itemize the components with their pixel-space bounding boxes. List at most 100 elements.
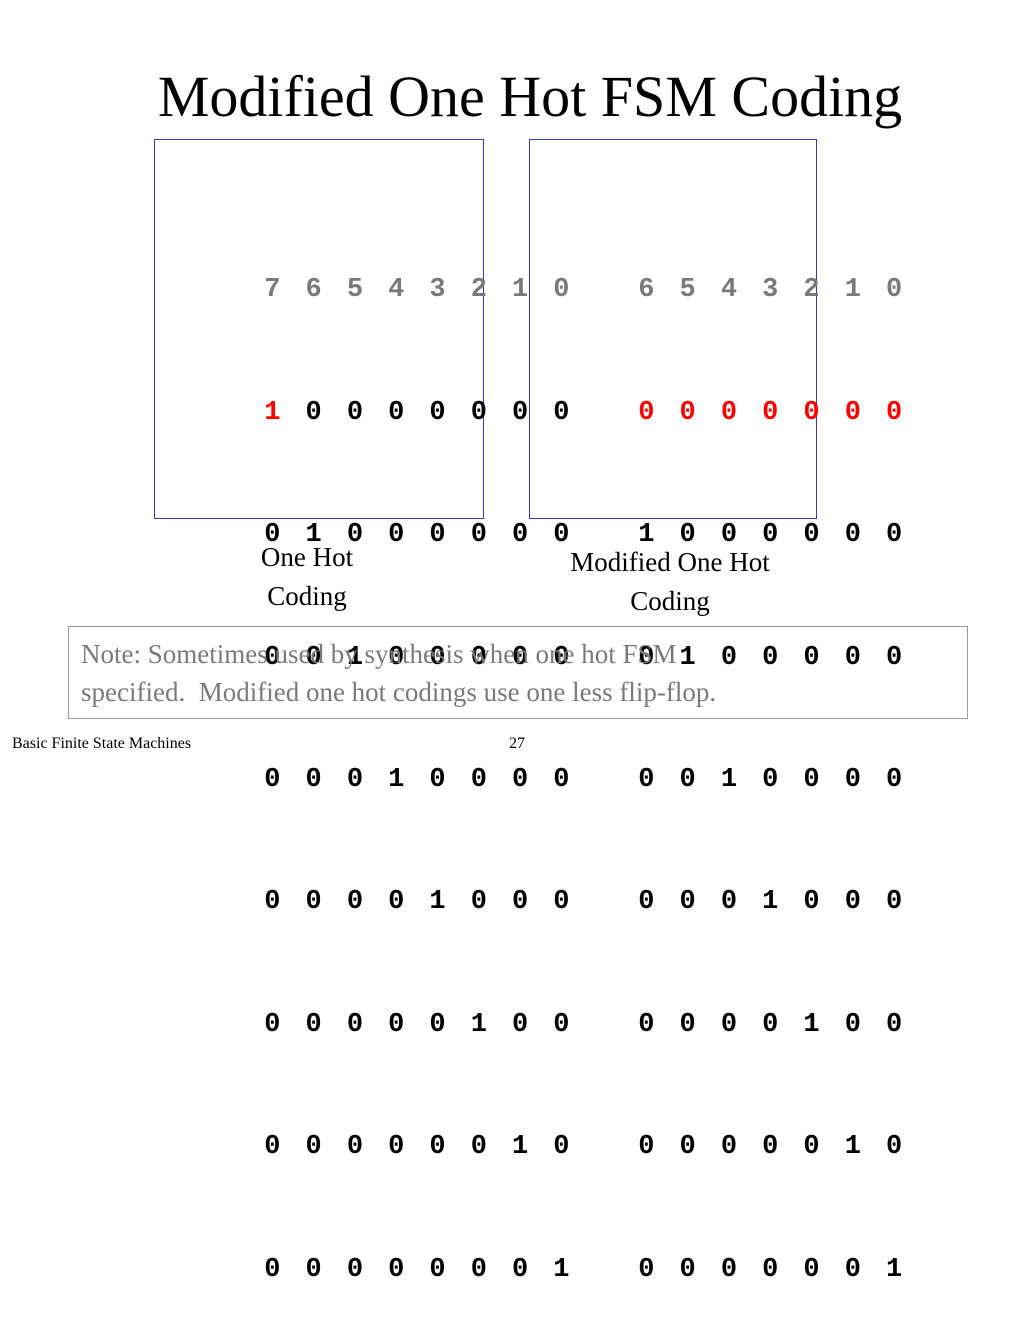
one-hot-cell: 0 <box>305 764 322 795</box>
one-hot-bit-header: 5 <box>346 275 364 306</box>
one-hot-cell: 0 <box>512 520 529 551</box>
page-number: 27 <box>509 735 525 752</box>
modified-one-hot-cell: 1 <box>886 1254 903 1285</box>
modified-one-hot-cell: 0 <box>803 1132 820 1163</box>
modified-one-hot-cell: 0 <box>638 397 655 428</box>
one-hot-caption-line: One Hot <box>260 542 354 572</box>
one-hot-cell: 0 <box>429 1132 446 1163</box>
one-hot-bit-header: 3 <box>429 275 446 306</box>
one-hot-cell: 0 <box>553 520 570 551</box>
footer-title: Basic Finite State Machines <box>12 735 192 752</box>
one-hot-cell: 0 <box>388 1009 405 1040</box>
modified-one-hot-cell: 0 <box>844 1009 861 1040</box>
one-hot-cell: 0 <box>388 1254 405 1285</box>
modified-one-hot-bit-header: 3 <box>762 275 779 306</box>
modified-one-hot-cell: 0 <box>638 887 655 918</box>
modified-one-hot-cell: 0 <box>679 1132 696 1163</box>
one-hot-cell: 0 <box>388 397 405 428</box>
one-hot-bit-header: 6 <box>305 275 322 306</box>
modified-one-hot-cell: 0 <box>886 1132 903 1163</box>
modified-one-hot-cell: 0 <box>803 397 820 428</box>
one-hot-cell: 0 <box>388 887 405 918</box>
one-hot-cell: 0 <box>470 397 487 428</box>
one-hot-cell: 0 <box>264 1254 281 1285</box>
modified-one-hot-cell: 0 <box>762 520 779 551</box>
one-hot-cell: 0 <box>346 397 364 428</box>
one-hot-cell: 1 <box>305 520 322 551</box>
modified-one-hot-cell: 0 <box>803 642 820 673</box>
one-hot-cell: 0 <box>264 642 281 673</box>
one-hot-caption-line: Coding <box>267 581 347 611</box>
modified-one-hot-cell: 1 <box>844 1132 861 1163</box>
modified-one-hot-bit-header: 5 <box>679 275 696 306</box>
modified-one-hot-caption-line: Modified One Hot <box>570 547 770 577</box>
one-hot-cell: 0 <box>305 1132 322 1163</box>
modified-one-hot-cell: 0 <box>720 397 738 428</box>
one-hot-cell: 0 <box>429 397 446 428</box>
note-line: Note: Sometimes used by synthesis when o… <box>81 639 677 669</box>
modified-one-hot-cell: 0 <box>762 764 779 795</box>
modified-one-hot-cell: 0 <box>762 1254 779 1285</box>
one-hot-cell: 0 <box>470 520 487 551</box>
modified-one-hot-cell: 1 <box>720 764 738 795</box>
one-hot-bit-header: 4 <box>388 275 405 306</box>
modified-one-hot-cell: 0 <box>638 1009 655 1040</box>
modified-one-hot-cell: 0 <box>886 642 903 673</box>
modified-one-hot-cell: 0 <box>762 642 779 673</box>
modified-one-hot-cell: 1 <box>679 642 696 673</box>
modified-one-hot-cell: 1 <box>762 887 779 918</box>
one-hot-cell: 0 <box>305 397 322 428</box>
modified-one-hot-cell: 0 <box>762 1132 779 1163</box>
modified-one-hot-bit-header: 0 <box>886 275 903 306</box>
note-box: Note: Sometimes used by synthesis when o… <box>68 626 968 719</box>
one-hot-cell: 1 <box>429 887 446 918</box>
modified-one-hot-cell: 0 <box>844 887 861 918</box>
modified-one-hot-cell: 0 <box>679 1254 696 1285</box>
modified-one-hot-cell: 0 <box>762 1009 779 1040</box>
modified-one-hot-cell: 0 <box>679 1009 696 1040</box>
modified-one-hot-bit-header: 6 <box>638 275 655 306</box>
one-hot-cell: 0 <box>553 397 570 428</box>
one-hot-cell: 0 <box>470 1132 487 1163</box>
one-hot-bit-header: 1 <box>512 275 529 306</box>
one-hot-cell: 0 <box>429 1254 446 1285</box>
modified-one-hot-cell: 0 <box>886 887 903 918</box>
modified-one-hot-cell: 0 <box>720 520 738 551</box>
modified-one-hot-cell: 0 <box>638 764 655 795</box>
modified-one-hot-cell: 0 <box>803 1254 820 1285</box>
modified-one-hot-bit-header: 1 <box>844 275 861 306</box>
modified-one-hot-cell: 0 <box>638 642 655 673</box>
one-hot-cell: 0 <box>305 1254 322 1285</box>
one-hot-cell: 0 <box>264 887 281 918</box>
one-hot-cell: 0 <box>346 520 364 551</box>
modified-one-hot-cell: 0 <box>844 1254 861 1285</box>
one-hot-cell: 0 <box>470 764 487 795</box>
modified-one-hot-cell: 0 <box>762 397 779 428</box>
modified-one-hot-cell: 0 <box>679 520 696 551</box>
modified-one-hot-cell: 0 <box>803 520 820 551</box>
one-hot-cell: 0 <box>346 1254 364 1285</box>
one-hot-cell: 0 <box>305 887 322 918</box>
one-hot-cell: 0 <box>346 1009 364 1040</box>
modified-one-hot-cell: 0 <box>844 520 861 551</box>
one-hot-cell: 1 <box>346 642 364 673</box>
one-hot-cell: 0 <box>512 642 529 673</box>
one-hot-cell: 0 <box>264 764 281 795</box>
one-hot-cell: 0 <box>346 764 364 795</box>
modified-one-hot-cell: 0 <box>803 764 820 795</box>
modified-one-hot-bit-header: 4 <box>720 275 738 306</box>
modified-one-hot-cell: 0 <box>679 764 696 795</box>
